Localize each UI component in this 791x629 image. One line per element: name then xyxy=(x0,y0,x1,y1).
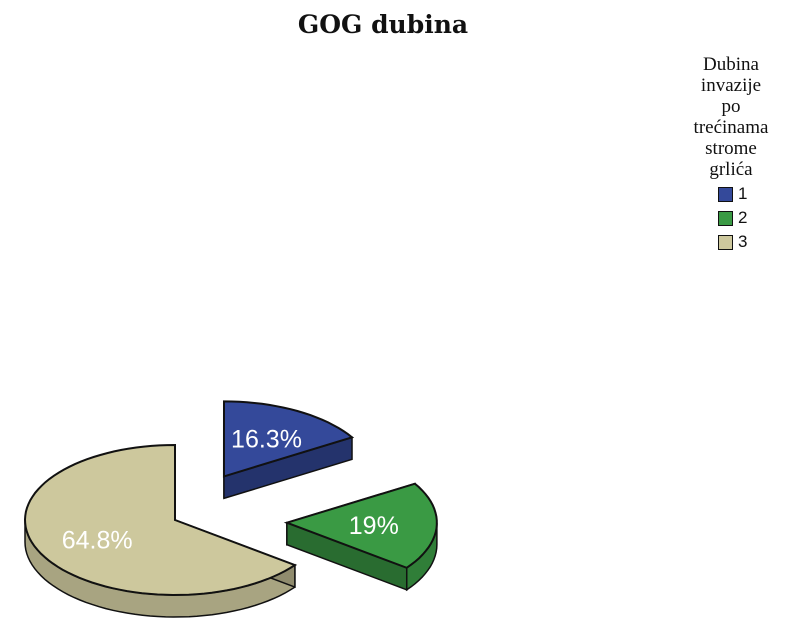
legend-title-line: grlića xyxy=(709,159,753,180)
pie-slice-top xyxy=(283,482,438,569)
legend-swatch-2 xyxy=(718,210,733,226)
legend-title: Dubina invazije po trećinama strome grli… xyxy=(672,54,790,180)
legend-label-1: 1 xyxy=(738,184,748,203)
legend-title-line: invazije xyxy=(700,75,762,96)
pie-slice-value-label: 16.3% xyxy=(231,426,302,454)
legend-title-line: trećinama xyxy=(693,117,769,138)
legend-title-line: strome xyxy=(705,138,757,159)
pie-slice-top xyxy=(222,400,355,478)
pie-slice-value-label: 64.8% xyxy=(62,526,133,554)
pie-slice-top xyxy=(23,443,298,597)
pie-slice-1: 16.3% xyxy=(222,400,355,500)
legend-label-3: 3 xyxy=(738,232,748,251)
legend-item-1: 1 xyxy=(718,182,790,206)
legend-title-line: Dubina xyxy=(703,54,759,75)
legend-item-2: 2 xyxy=(718,206,790,230)
pie-slice-3: 64.8% xyxy=(23,443,298,618)
legend: Dubina invazije po trećinama strome grli… xyxy=(672,54,790,254)
pie-slice-2: 19% xyxy=(283,482,438,592)
chart-title: GOG dubina xyxy=(297,10,469,39)
legend-label-2: 2 xyxy=(738,208,748,227)
legend-swatch-3 xyxy=(718,234,733,250)
legend-swatch-1 xyxy=(718,186,733,202)
pie-slice-value-label: 19% xyxy=(349,512,399,540)
legend-items: 1 2 3 xyxy=(718,182,790,254)
legend-title-line: po xyxy=(721,96,741,117)
legend-item-3: 3 xyxy=(718,230,790,254)
